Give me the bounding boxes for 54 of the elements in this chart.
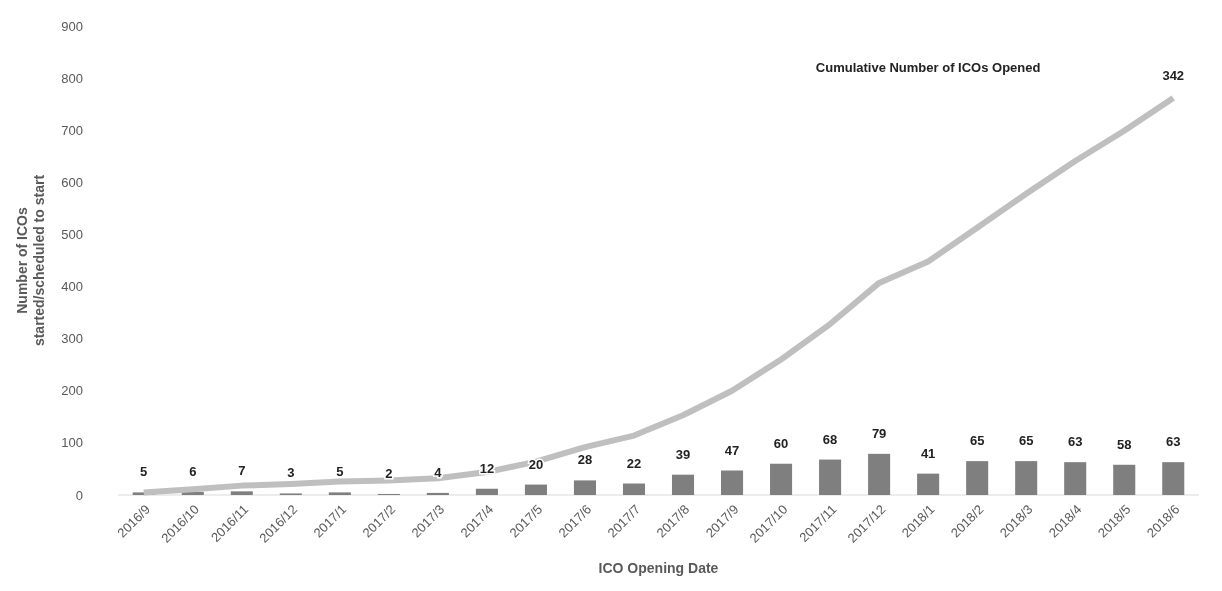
bar (868, 453, 891, 495)
text: Cumulative Number of ICOs Opened (815, 59, 1041, 75)
bar (770, 463, 793, 495)
y-axis-title: Number of ICOs started/scheduled to start (14, 174, 47, 347)
bar (328, 492, 351, 495)
bar (1113, 464, 1136, 495)
bar (1015, 461, 1038, 495)
y-tick-label: 200 (61, 383, 83, 399)
data-label: 68 (822, 431, 838, 447)
bar (1162, 462, 1185, 495)
data-label: 3 (287, 465, 295, 481)
data-label: 65 (1018, 433, 1034, 449)
bar (671, 474, 695, 495)
x-axis-title: ICO Opening Date (598, 560, 719, 576)
bar (622, 483, 646, 495)
data-label: 20 (528, 456, 544, 472)
y-tick-label: 400 (61, 279, 83, 295)
data-label: 63 (1067, 434, 1083, 450)
data-label: 22 (626, 455, 642, 471)
data-label: 63 (1166, 434, 1181, 450)
bar (426, 492, 449, 495)
data-label: 79 (871, 425, 887, 441)
y-tick-label: 100 (61, 435, 83, 451)
bar (1064, 462, 1087, 495)
data-label: 41 (920, 445, 936, 461)
data-label: 28 (577, 452, 593, 468)
y-tick-label: 800 (61, 70, 83, 86)
data-label: 4 (434, 464, 443, 480)
data-label: 60 (773, 435, 789, 451)
bar (819, 459, 842, 495)
data-label: 39 (675, 446, 691, 462)
data-label: 6 (189, 463, 197, 479)
annotation: 342 (1162, 67, 1185, 83)
bar (475, 488, 498, 495)
y-tick-label: 0 (75, 487, 83, 503)
bar (721, 470, 744, 495)
bar (966, 461, 989, 495)
data-label: 12 (479, 460, 495, 476)
bar (917, 473, 940, 495)
y-tick-label: 600 (61, 174, 83, 190)
bar (230, 491, 253, 495)
data-label: 47 (724, 442, 740, 458)
y-tick-label: 300 (61, 331, 83, 347)
data-label: 65 (969, 433, 985, 449)
data-label: 5 (140, 464, 148, 480)
y-tick-label: 500 (61, 226, 83, 242)
data-label: 58 (1117, 436, 1132, 452)
y-tick-label: 700 (61, 122, 83, 138)
bar (524, 484, 547, 495)
data-label: 5 (336, 464, 344, 480)
y-tick-label: 900 (61, 18, 83, 34)
data-label: 2 (385, 465, 393, 481)
data-label: 7 (238, 463, 246, 479)
bar (573, 480, 596, 495)
